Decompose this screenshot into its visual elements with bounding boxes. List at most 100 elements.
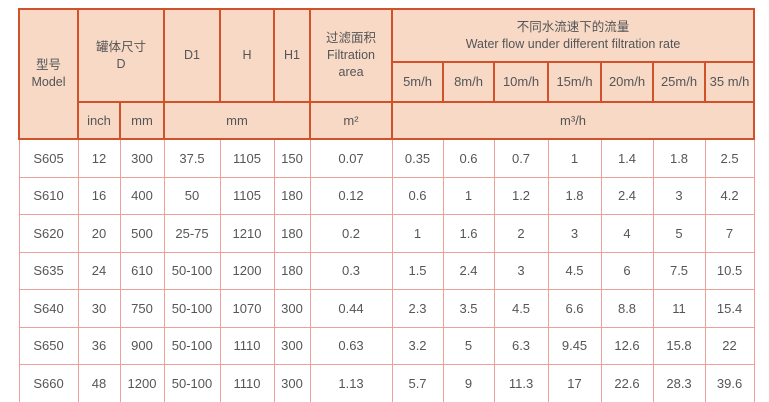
cell-flow-20: 12.6 [600,326,654,365]
header-rate-8: 8m/h [442,61,496,103]
cell-flow-8: 1 [442,176,495,215]
cell-d1: 50 [163,176,221,215]
cell-flow-15: 3 [547,214,602,253]
cell-flow-8: 5 [442,326,495,365]
cell-flow-15: 6.6 [547,289,602,328]
header-rate-20: 20m/h [600,61,655,103]
cell-d1: 50-100 [163,326,221,365]
cell-model: S635 [18,251,79,290]
cell-flow-20: 22.6 [600,364,654,402]
cell-mm: 750 [119,289,165,328]
cell-flow-8: 0.6 [442,138,495,178]
header-filtration-area: 过滤面积 Filtration area [309,8,394,103]
cell-h: 1200 [219,251,275,290]
cell-flow-25: 15.8 [652,326,706,365]
cell-flow-35: 22 [704,326,755,365]
cell-flow-25: 7.5 [652,251,706,290]
cell-flow-20: 8.8 [600,289,654,328]
cell-flow-10: 11.3 [493,364,549,402]
cell-flow-15: 4.5 [547,251,602,290]
cell-flow-20: 2.4 [600,176,654,215]
header-model: 型号 Model [18,8,79,140]
cell-flow-8: 3.5 [442,289,495,328]
cell-flow-5: 2.3 [391,289,444,328]
cell-flow-35: 10.5 [704,251,755,290]
cell-area: 0.2 [309,214,393,253]
header-rate-35: 35 m/h [704,61,756,103]
header-rate-5: 5m/h [391,61,445,103]
header-d1: D1 [163,8,222,103]
cell-flow-25: 28.3 [652,364,706,402]
cell-flow-35: 7 [704,214,755,253]
cell-area: 0.44 [309,289,393,328]
cell-flow-10: 4.5 [493,289,549,328]
table-row: S640 30 750 50-100 1070 300 0.44 2.3 3.5 4.5 6.6 8.… [18,289,755,328]
header-h: H [219,8,276,103]
unit-mm: mm [118,101,166,140]
cell-flow-15: 9.45 [547,326,602,365]
unit-inch: inch [77,101,121,140]
cell-flow-20: 4 [600,214,654,253]
table-row: S650 36 900 50-100 1110 300 0.63 3.2 5 6.3 9.45 12.… [18,326,755,365]
cell-flow-8: 2.4 [442,251,495,290]
cell-h: 1210 [219,214,275,253]
cell-model: S640 [18,289,79,328]
cell-d1: 50-100 [163,289,221,328]
cell-model: S605 [18,138,79,178]
cell-mm: 500 [119,214,165,253]
cell-flow-8: 9 [442,364,495,402]
cell-h1: 180 [273,214,311,253]
cell-d1: 25-75 [163,214,221,253]
cell-flow-25: 11 [652,289,706,328]
cell-h: 1070 [219,289,275,328]
cell-flow-10: 3 [493,251,549,290]
cell-flow-20: 6 [600,251,654,290]
cell-mm: 900 [119,326,165,365]
cell-mm: 610 [119,251,165,290]
table-header: 型号 Model 罐体尺寸 D D1 H H1 过滤面积 Filtration … [18,8,756,140]
cell-flow-5: 1.5 [391,251,444,290]
cell-area: 0.3 [309,251,393,290]
cell-h: 1110 [219,364,275,402]
header-rate-15: 15m/h [547,61,603,103]
cell-flow-5: 3.2 [391,326,444,365]
cell-mm: 400 [119,176,165,215]
cell-model: S650 [18,326,79,365]
cell-model: S610 [18,176,79,215]
cell-h1: 180 [273,251,311,290]
cell-flow-8: 1.6 [442,214,495,253]
cell-h1: 300 [273,289,311,328]
cell-area: 0.63 [309,326,393,365]
table-row: S620 20 500 25-75 1210 180 0.2 1 1.6 2 3 4 5 7 [18,214,755,253]
cell-d1: 50-100 [163,364,221,402]
cell-h: 1110 [219,326,275,365]
cell-h1: 300 [273,364,311,402]
cell-d1: 37.5 [163,138,221,178]
cell-flow-25: 3 [652,176,706,215]
cell-inch: 30 [77,289,121,328]
header-rate-25: 25m/h [652,61,707,103]
cell-flow-25: 1.8 [652,138,706,178]
table-body: S605 12 300 37.5 1105 150 0.07 0.35 0.6 0.7 1 1.4 1.… [18,138,755,402]
cell-flow-5: 0.6 [391,176,444,215]
unit-m3h: m³/h [391,101,756,140]
cell-area: 0.12 [309,176,393,215]
cell-inch: 36 [77,326,121,365]
cell-flow-15: 17 [547,364,602,402]
cell-inch: 24 [77,251,121,290]
cell-area: 0.07 [309,138,393,178]
table-row: S660 48 1200 50-100 1110 300 1.13 5.7 9 11.3 17 22.… [18,364,755,402]
cell-flow-35: 15.4 [704,289,755,328]
cell-h1: 300 [273,326,311,365]
cell-flow-15: 1 [547,138,602,178]
cell-flow-5: 0.35 [391,138,444,178]
cell-flow-10: 1.2 [493,176,549,215]
spec-table: 型号 Model 罐体尺寸 D D1 H H1 过滤面积 Filtration … [18,8,756,402]
table-row: S605 12 300 37.5 1105 150 0.07 0.35 0.6 0.7 1 1.4 1.… [18,138,755,178]
cell-inch: 48 [77,364,121,402]
cell-flow-35: 2.5 [704,138,755,178]
cell-h1: 150 [273,138,311,178]
cell-mm: 1200 [119,364,165,402]
table-row: S635 24 610 50-100 1200 180 0.3 1.5 2.4 3 4.5 6 7.5 1… [18,251,755,290]
